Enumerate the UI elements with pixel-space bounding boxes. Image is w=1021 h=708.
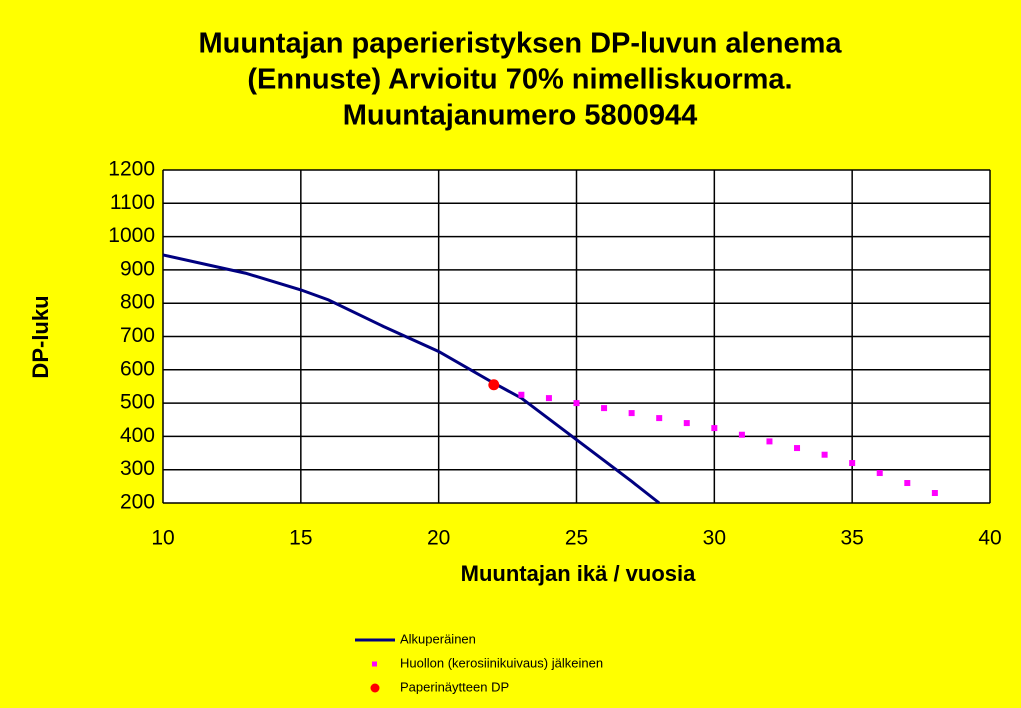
y-tick-label: 600 xyxy=(120,357,155,380)
y-tick-label: 800 xyxy=(120,291,155,314)
x-tick-label: 20 xyxy=(427,527,450,550)
x-tick-label: 40 xyxy=(978,527,1001,550)
x-tick-label: 35 xyxy=(840,527,863,550)
data-point xyxy=(738,431,745,438)
x-tick-label: 15 xyxy=(289,527,312,550)
data-point xyxy=(766,438,773,445)
data-point xyxy=(683,420,690,427)
y-tick-label: 1100 xyxy=(110,191,155,214)
data-point xyxy=(794,445,801,452)
legend-label: Huollon (kerosiinikuivaus) jälkeinen xyxy=(400,655,603,670)
data-point xyxy=(628,410,635,417)
legend-label: Paperinäytteen DP xyxy=(400,679,509,694)
data-point xyxy=(656,415,663,422)
data-line xyxy=(162,253,661,505)
y-tick-label: 1000 xyxy=(108,224,155,247)
data-point xyxy=(518,391,525,398)
data-point xyxy=(573,400,580,407)
y-tick-label: 1200 xyxy=(108,158,155,181)
chart-title: (Ennuste) Arvioitu 70% nimelliskuorma. xyxy=(247,64,792,96)
y-tick-label: 200 xyxy=(120,491,155,514)
y-axis-label: DP-luku xyxy=(28,295,53,378)
x-tick-label: 10 xyxy=(151,527,174,550)
legend-label: Alkuperäinen xyxy=(400,631,476,646)
data-point xyxy=(545,395,552,402)
x-tick-label: 25 xyxy=(565,527,588,550)
y-tick-label: 500 xyxy=(120,391,155,414)
data-point xyxy=(488,379,500,391)
x-axis-label: Muuntajan ikä / vuosia xyxy=(461,561,696,586)
y-tick-label: 300 xyxy=(120,457,155,480)
legend-swatch xyxy=(372,661,377,667)
data-point xyxy=(931,490,938,497)
legend-swatch xyxy=(370,683,380,693)
data-point xyxy=(711,425,718,432)
data-point xyxy=(849,460,856,467)
data-point xyxy=(821,451,828,458)
y-tick-label: 400 xyxy=(120,424,155,447)
data-point xyxy=(601,405,608,412)
chart-title: Muuntajanumero 5800944 xyxy=(343,100,698,132)
data-point xyxy=(904,480,911,487)
x-tick-label: 30 xyxy=(703,527,726,550)
chart-title: Muuntajan paperieristyksen DP-luvun alen… xyxy=(198,28,842,60)
data-point xyxy=(876,470,883,477)
y-tick-label: 900 xyxy=(120,257,155,280)
y-tick-label: 700 xyxy=(120,324,155,347)
